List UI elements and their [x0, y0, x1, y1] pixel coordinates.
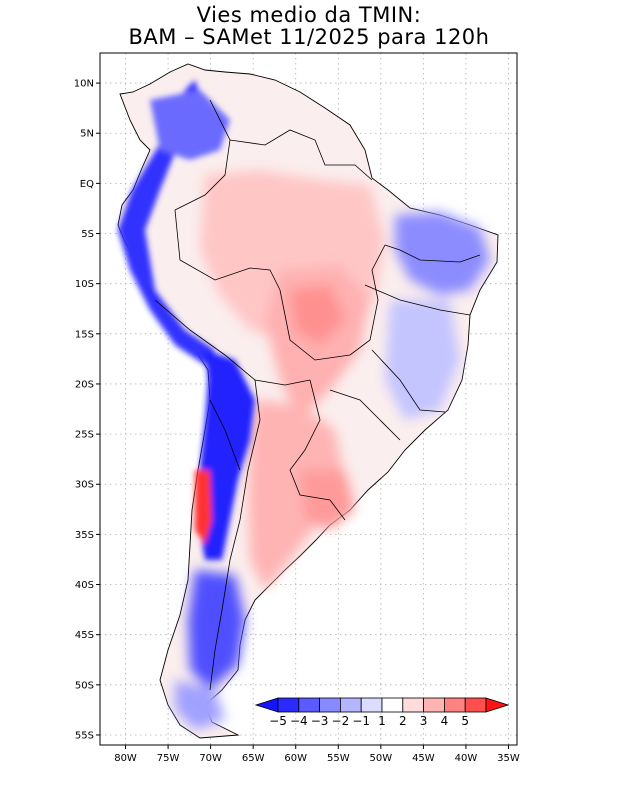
map-frame: [99, 52, 518, 746]
temperature-anomaly-field: [118, 80, 490, 730]
colorbar-swatch: [339, 697, 362, 713]
lon-tick-label: 65W: [242, 753, 265, 764]
lon-tick-label: 55W: [327, 753, 350, 764]
longitude-ticks: 80W 75W 70W 65W 60W 55W 50W 45W 40W 35W: [114, 745, 520, 764]
colorbar-label: −1: [352, 714, 370, 728]
lon-tick-label: 40W: [455, 753, 478, 764]
anomaly-negative-patagonia: [188, 570, 245, 690]
anomaly-positive-central-chile: [195, 470, 212, 545]
lon-tick-label: 80W: [114, 753, 137, 764]
colorbar-label: −3: [311, 714, 329, 728]
lon-tick-label: 35W: [497, 753, 520, 764]
anomaly-negative-colombia: [150, 90, 230, 160]
lon-tick-label: 75W: [157, 753, 180, 764]
colorbar-low-arrow: [254, 697, 279, 713]
anomaly-negative-andes-north: [118, 80, 215, 365]
lat-tick-label: 20S: [75, 379, 94, 390]
colorbar-swatch: [443, 697, 466, 713]
latitude-ticks: 10N 5N EQ 5S 10S 15S 20S 25S 30S 35S 40S 45S 50S 55S: [74, 79, 100, 741]
colorbar-label: 2: [399, 714, 407, 728]
colorbar-swatch: [277, 697, 300, 713]
lon-tick-label: 45W: [412, 753, 435, 764]
colorbar-label: −5: [269, 714, 287, 728]
colorbar-label: 3: [420, 714, 428, 728]
lat-tick-label: 25S: [75, 430, 94, 441]
lat-tick-label: 15S: [75, 329, 94, 340]
lat-tick-label: 10S: [75, 279, 94, 290]
lat-tick-label: 45S: [75, 630, 94, 641]
colorbar-label: 5: [461, 714, 469, 728]
colorbar-swatch: [360, 697, 383, 713]
map-title-line1: Vies medio da TMIN:: [196, 3, 422, 27]
colorbar-swatch: [319, 697, 341, 713]
lon-tick-label: 60W: [284, 753, 307, 764]
lat-tick-label: 50S: [75, 680, 94, 691]
anomaly-negative-south-tip: [175, 680, 225, 730]
map-title-line2: BAM – SAMet 11/2025 para 120h: [128, 25, 490, 49]
lat-tick-label: 40S: [75, 580, 94, 591]
anomaly-negative-andes-chile: [198, 350, 255, 560]
lon-tick-label: 70W: [199, 753, 222, 764]
colorbar-swatch: [402, 697, 424, 713]
colorbar-swatch: [298, 697, 320, 713]
colorbar-high-arrow: [485, 697, 510, 713]
anomaly-negative-east: [385, 300, 460, 420]
lat-tick-label: 5S: [81, 229, 94, 240]
lat-tick-label: 5N: [80, 129, 94, 140]
anomaly-positive-mato-grosso: [290, 285, 345, 345]
colorbar-swatch: [464, 697, 487, 713]
anomaly-positive-uruguay: [300, 470, 355, 530]
colorbar: −5 −4 −3 −2 −1 1 2 3 4 5: [254, 697, 510, 728]
colorbar-label: 4: [441, 714, 449, 728]
colorbar-swatch: [381, 697, 404, 713]
colorbar-label: −4: [290, 714, 308, 728]
lat-tick-label: 35S: [75, 530, 94, 541]
lat-tick-label: EQ: [80, 179, 94, 190]
lat-tick-label: 10N: [74, 79, 94, 90]
anomaly-negative-northeast: [395, 212, 490, 295]
colorbar-swatch: [423, 697, 445, 713]
lat-tick-label: 55S: [75, 730, 94, 741]
country-borders: [154, 99, 481, 691]
lat-tick-label: 30S: [75, 480, 94, 491]
colorbar-label: −2: [332, 714, 350, 728]
anomaly-positive-south: [248, 400, 345, 590]
lon-tick-label: 50W: [370, 753, 393, 764]
colorbar-label: 1: [378, 714, 386, 728]
